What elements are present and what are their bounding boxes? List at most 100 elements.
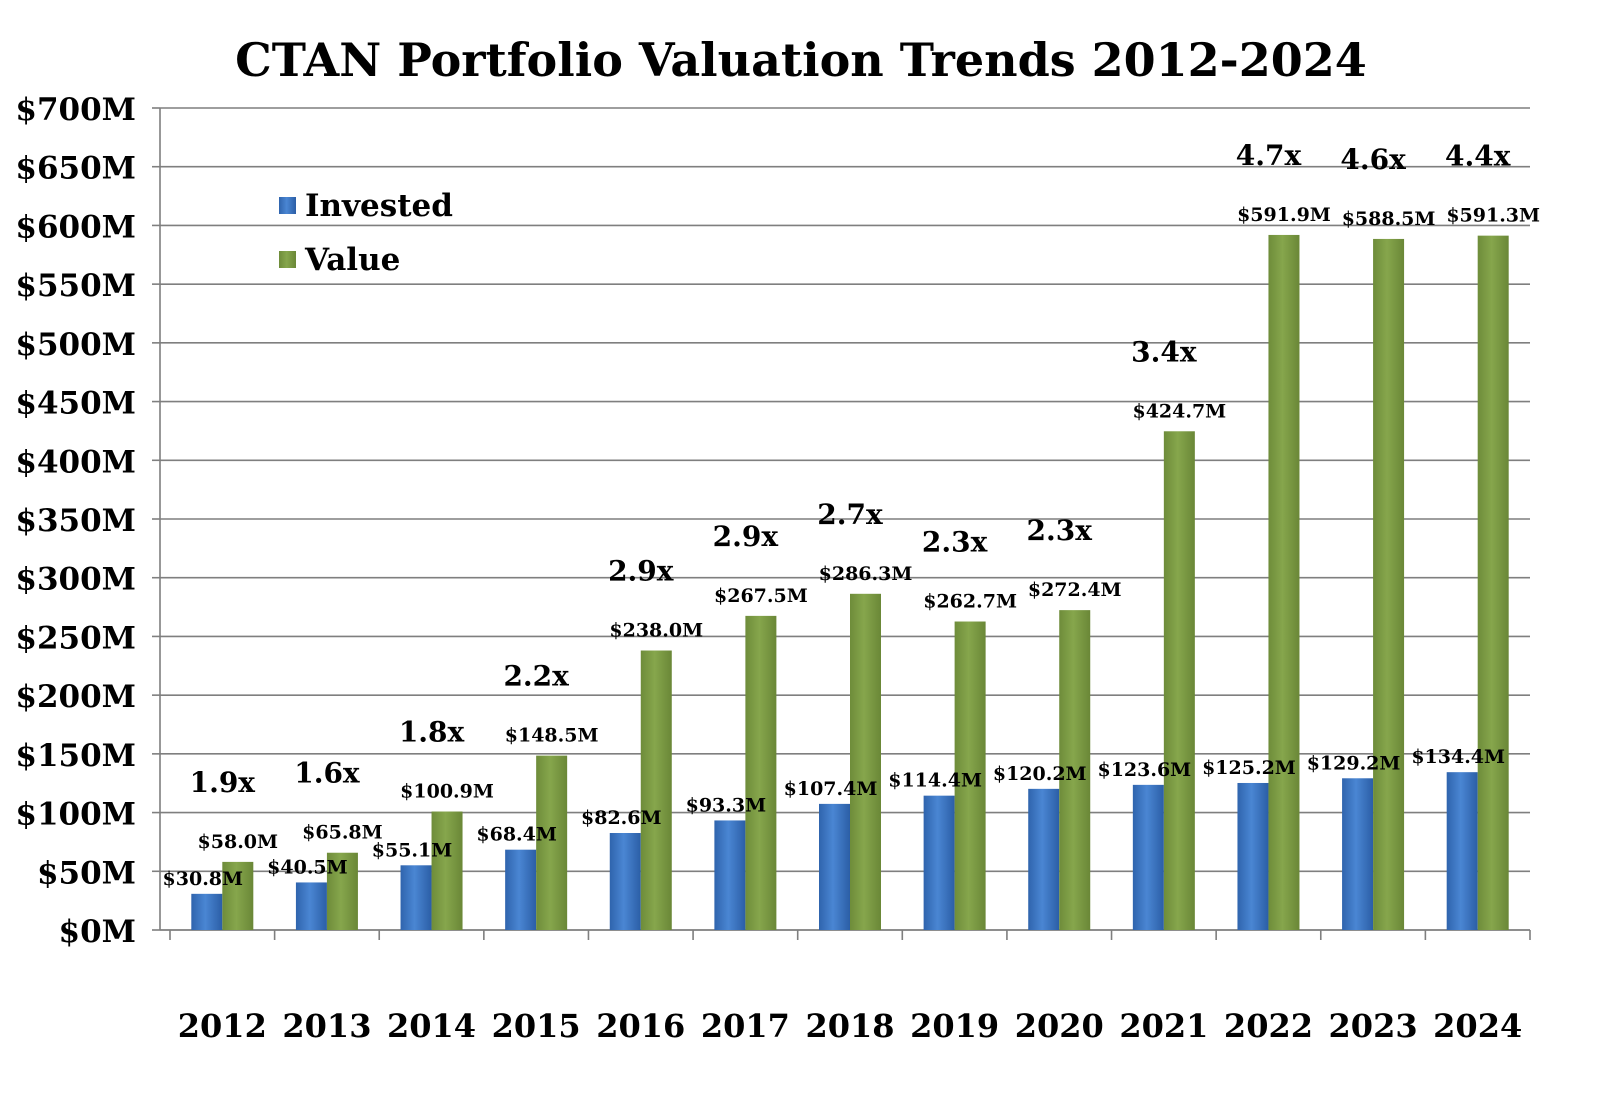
data-label-invested: $30.8M [163, 868, 244, 890]
y-tick-label: $550M [15, 268, 136, 304]
data-label-value: $588.5M [1342, 208, 1436, 230]
data-label-invested: $123.6M [1097, 759, 1191, 781]
x-tick-label: 2023 [1329, 1007, 1418, 1045]
bar-value [1477, 235, 1509, 931]
y-tick-label: $650M [15, 151, 136, 187]
bar-value [536, 755, 568, 930]
data-label-invested: $40.5M [267, 856, 348, 878]
x-tick-label: 2017 [701, 1007, 790, 1045]
data-label-value: $591.3M [1446, 205, 1540, 227]
x-tick-label: 2018 [805, 1007, 894, 1045]
y-tick-label: $350M [15, 503, 136, 539]
bar-value [326, 852, 358, 930]
bar-invested [1028, 788, 1060, 930]
data-label-value: $267.5M [714, 585, 808, 607]
bar-value [1163, 431, 1195, 930]
y-tick-label: $400M [15, 444, 136, 480]
multiple-label: 2.3x [922, 526, 988, 559]
y-tick-label: $50M [37, 855, 136, 891]
bar-value [850, 593, 881, 930]
bar-value [1373, 238, 1405, 930]
multiple-label: 4.7x [1236, 139, 1302, 172]
multiple-label: 4.6x [1340, 143, 1406, 176]
bar-value [431, 811, 463, 930]
bar-invested [1342, 778, 1374, 930]
y-tick-label: $700M [15, 92, 136, 128]
y-tick-label: $100M [15, 797, 136, 833]
bar-invested [609, 833, 641, 930]
multiple-label: 2.9x [608, 555, 674, 588]
x-tick-label: 2013 [282, 1007, 371, 1045]
multiple-label: 1.9x [190, 766, 256, 799]
multiple-label: 2.3x [1027, 514, 1093, 547]
legend-swatch-value [279, 251, 296, 268]
bar-invested [1237, 782, 1269, 930]
data-label-invested: $93.3M [686, 794, 767, 816]
data-label-value: $591.9M [1237, 204, 1331, 226]
bar-invested [1446, 772, 1478, 930]
bar-value [954, 621, 986, 930]
data-label-invested: $129.2M [1307, 752, 1401, 774]
bar-invested [505, 849, 537, 930]
y-tick-label: $300M [15, 562, 136, 598]
x-tick-label: 2021 [1119, 1007, 1208, 1045]
legend-label-value: Value [304, 242, 400, 278]
bar-invested [400, 865, 432, 930]
bar-invested [714, 820, 746, 930]
data-label-value: $148.5M [505, 725, 599, 747]
bar-invested [819, 803, 850, 930]
data-label-invested: $55.1M [372, 839, 453, 861]
legend: Invested Value [279, 188, 453, 278]
y-tick-label: $250M [15, 620, 136, 656]
data-label-invested: $125.2M [1202, 757, 1296, 779]
bar-value [745, 615, 777, 930]
data-label-value: $286.3M [819, 563, 913, 585]
data-label-value: $58.0M [198, 831, 279, 853]
multiple-label: 3.4x [1131, 335, 1197, 368]
y-tick-label: $0M [59, 914, 136, 950]
data-label-invested: $134.4M [1411, 746, 1505, 768]
legend-swatch-invested [279, 197, 296, 214]
y-tick-label: $500M [15, 327, 136, 363]
data-label-value: $238.0M [609, 620, 703, 642]
bar-value [222, 861, 254, 930]
x-axis: 2012 2013 2014 2015 2016 2017 2018 2019 2020 2021… [160, 929, 1531, 1045]
bar-value [1059, 610, 1091, 930]
x-tick-label: 2022 [1224, 1007, 1313, 1045]
x-tick-label: 2024 [1433, 1007, 1522, 1045]
legend-label-invested: Invested [305, 188, 453, 224]
x-tick-label: 2016 [596, 1007, 685, 1045]
data-label-invested: $82.6M [581, 807, 662, 829]
y-axis: $0M $50M $100M $150M $200M $250M $300M $350M $40… [15, 92, 161, 950]
bars [191, 234, 1509, 931]
x-tick-label: 2020 [1015, 1007, 1104, 1045]
bar-invested [1132, 784, 1164, 930]
multiple-label: 2.2x [503, 660, 569, 693]
bar-invested [923, 795, 955, 930]
bar-value [640, 650, 672, 930]
y-tick-label: $600M [15, 209, 136, 245]
y-tick-label: $200M [15, 679, 136, 715]
y-tick-label: $150M [15, 738, 136, 774]
data-label-value: $424.7M [1132, 400, 1226, 422]
data-label-value: $65.8M [302, 822, 383, 844]
bar-value [1268, 234, 1300, 930]
multiple-label: 4.4x [1445, 140, 1511, 173]
data-label-value: $272.4M [1028, 579, 1122, 601]
multiple-labels: 1.9x 1.6x 1.8x 2.2x 2.9x 2.9x 2.7x 2.3x 2.3x 3.4x… [190, 139, 1511, 799]
multiple-label: 1.8x [399, 716, 465, 749]
data-labels: $30.8M $58.0M $40.5M $65.8M$55.1M $100.9M $68… [163, 204, 1541, 890]
multiple-label: 2.9x [713, 520, 779, 553]
bar-invested [191, 893, 223, 930]
multiple-label: 2.7x [817, 498, 883, 531]
multiple-label: 1.6x [294, 757, 360, 790]
x-tick-label: 2012 [178, 1007, 267, 1045]
data-label-invested: $114.4M [888, 770, 982, 792]
data-label-invested: $68.4M [476, 824, 557, 846]
gridlines [160, 107, 1530, 931]
data-label-invested: $120.2M [993, 763, 1087, 785]
data-label-value: $262.7M [923, 591, 1017, 613]
x-tick-label: 2014 [387, 1007, 476, 1045]
